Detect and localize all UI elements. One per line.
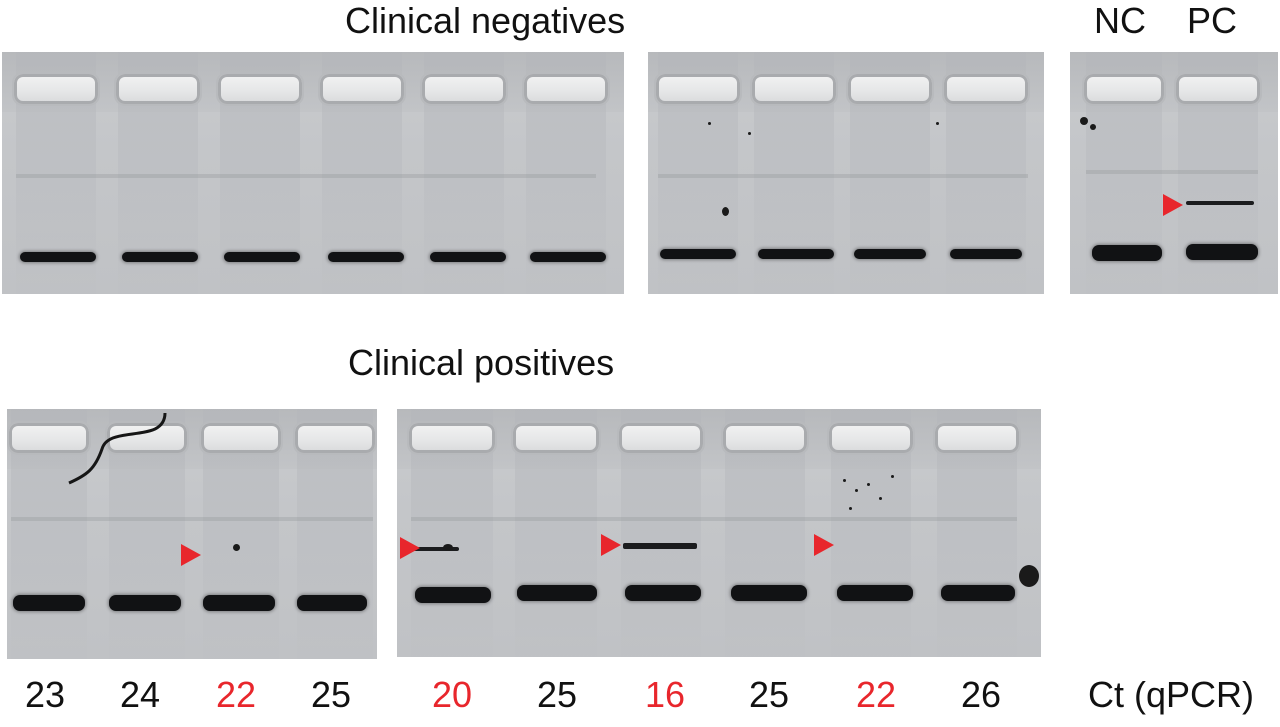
well (524, 74, 608, 104)
gel-artifact (68, 412, 167, 485)
target-marker-icon (181, 544, 201, 566)
well (422, 74, 506, 104)
well (723, 423, 807, 453)
well (1176, 74, 1260, 104)
primer-band (854, 249, 926, 259)
primer-band (758, 249, 834, 259)
target-marker-icon (400, 537, 420, 559)
primer-band (13, 595, 85, 611)
gel-negatives-1 (2, 52, 624, 294)
primer-band (941, 585, 1015, 601)
well (107, 423, 187, 453)
target-band (1186, 201, 1254, 205)
pc-label: PC (1186, 0, 1238, 41)
ct-value: 16 (644, 674, 686, 715)
ct-value: 20 (431, 674, 473, 715)
primer-band (950, 249, 1022, 259)
target-band (623, 543, 697, 549)
primer-band (731, 585, 807, 601)
ct-value: 26 (960, 674, 1002, 715)
primer-band (430, 252, 506, 262)
nc-label: NC (1094, 0, 1146, 41)
negatives-title: Clinical negatives (345, 0, 626, 41)
well (116, 74, 200, 104)
ct-value: 23 (24, 674, 66, 715)
gel-negatives-2 (648, 52, 1044, 294)
well (9, 423, 89, 453)
primer-band (1186, 244, 1258, 260)
gel-positives-2 (397, 409, 1041, 657)
ct-value: 25 (536, 674, 578, 715)
primer-band (625, 585, 701, 601)
well (944, 74, 1028, 104)
primer-band (1092, 245, 1162, 261)
well (14, 74, 98, 104)
positives-title: Clinical positives (348, 342, 615, 383)
well (409, 423, 495, 453)
well (320, 74, 404, 104)
well (218, 74, 302, 104)
primer-band (224, 252, 300, 262)
primer-band (415, 587, 491, 603)
primer-band (328, 252, 404, 262)
gel-positives-1 (7, 409, 377, 659)
gel-controls (1070, 52, 1278, 294)
primer-band (837, 585, 913, 601)
ct-axis-label: Ct (qPCR) (1088, 674, 1255, 715)
ct-value: 22 (215, 674, 257, 715)
primer-band (660, 249, 736, 259)
target-marker-icon (814, 534, 834, 556)
primer-band (203, 595, 275, 611)
primer-band (20, 252, 96, 262)
ct-value: 22 (855, 674, 897, 715)
primer-band (530, 252, 606, 262)
well (201, 423, 281, 453)
well (935, 423, 1019, 453)
well (513, 423, 599, 453)
primer-band (297, 595, 367, 611)
well (752, 74, 836, 104)
ct-value: 25 (748, 674, 790, 715)
well (295, 423, 375, 453)
primer-band (517, 585, 597, 601)
target-marker-icon (601, 534, 621, 556)
well (848, 74, 932, 104)
well (829, 423, 913, 453)
target-marker-icon (1163, 194, 1183, 216)
well (656, 74, 740, 104)
well (619, 423, 703, 453)
primer-band (109, 595, 181, 611)
well (1084, 74, 1164, 104)
primer-band (122, 252, 198, 262)
ct-value: 25 (310, 674, 352, 715)
target-band (411, 547, 459, 551)
ct-value: 24 (119, 674, 161, 715)
